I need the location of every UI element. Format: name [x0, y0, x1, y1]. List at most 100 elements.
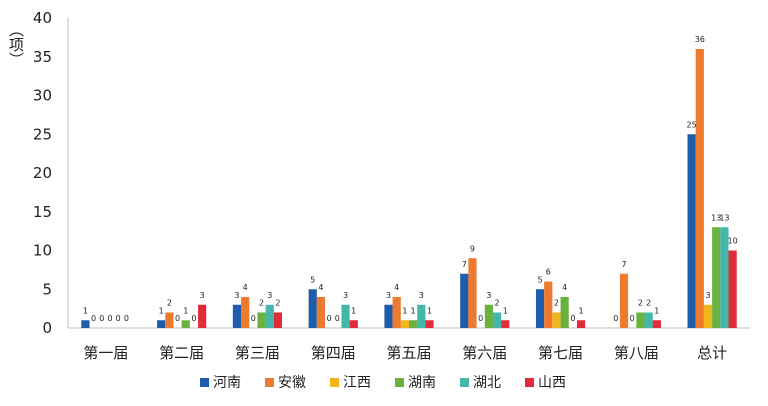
y-tick-label: 25 — [33, 125, 52, 143]
data-label: 36 — [695, 35, 705, 44]
data-label: 0 — [99, 314, 104, 323]
data-label: 3 — [343, 291, 348, 300]
bar — [257, 312, 266, 328]
data-label: 4 — [562, 283, 567, 292]
category-label: 第一届 — [83, 344, 128, 362]
bar — [400, 320, 409, 328]
bar — [316, 297, 326, 328]
bar — [695, 49, 704, 328]
category-label: 总计 — [697, 344, 727, 362]
data-label: 0 — [116, 314, 121, 323]
data-label: 1 — [654, 306, 659, 315]
bar — [273, 312, 283, 328]
bar — [81, 320, 90, 328]
y-tick-label: 5 — [42, 280, 52, 298]
data-label: 1 — [411, 306, 416, 315]
legend-swatch — [330, 378, 339, 387]
legend: 河南 安徽 江西 湖南 湖北 山西 — [200, 375, 566, 391]
y-tick-label: 40 — [33, 9, 52, 27]
legend-swatch — [395, 378, 404, 387]
category-label: 第三届 — [235, 344, 280, 362]
data-label: 3 — [234, 291, 239, 300]
data-label: 2 — [259, 299, 264, 308]
data-label: 4 — [318, 283, 323, 292]
data-label: 7 — [621, 260, 626, 269]
bar — [417, 304, 426, 328]
data-label: 1 — [579, 306, 584, 315]
data-label: 1 — [351, 306, 356, 315]
bars — [81, 49, 737, 328]
data-label: 0 — [613, 314, 618, 323]
data-label: 0 — [91, 314, 96, 323]
bar — [341, 304, 350, 328]
data-label: 1 — [159, 306, 164, 315]
legend-label: 湖南 — [408, 375, 436, 391]
data-label: 1 — [402, 306, 407, 315]
bar — [552, 312, 561, 328]
y-axis-title: （项） — [7, 22, 25, 67]
bar — [544, 281, 553, 328]
y-tick-label: 35 — [33, 48, 52, 66]
legend-label: 湖北 — [473, 375, 501, 391]
data-label: 3 — [419, 291, 424, 300]
y-axis-ticks: 0 5 10 15 20 25 30 35 40 — [33, 9, 52, 337]
y-tick-label: 30 — [33, 87, 52, 105]
category-label: 第五届 — [386, 344, 431, 362]
bar — [644, 312, 653, 328]
bar — [636, 312, 645, 328]
bar — [501, 320, 510, 328]
bar — [384, 304, 393, 328]
data-label: 2 — [646, 299, 651, 308]
data-label: 0 — [175, 314, 180, 323]
bar — [460, 273, 469, 328]
data-label: 3 — [267, 291, 272, 300]
data-label: 0 — [107, 314, 112, 323]
bar — [241, 297, 250, 328]
legend-swatch — [200, 378, 209, 387]
y-tick-label: 15 — [33, 203, 52, 221]
bar — [687, 134, 696, 328]
y-tick-label: 20 — [33, 164, 52, 182]
y-tick-label: 10 — [33, 242, 52, 260]
data-label: 0 — [124, 314, 129, 323]
legend-swatch — [460, 378, 469, 387]
bar — [492, 312, 502, 328]
legend-label: 安徽 — [278, 375, 306, 391]
bar — [198, 304, 207, 328]
data-label: 0 — [630, 314, 635, 323]
bar — [265, 304, 274, 328]
data-label: 1 — [503, 306, 508, 315]
category-label: 第二届 — [159, 344, 204, 362]
bar — [484, 304, 493, 328]
category-label: 第四届 — [311, 344, 356, 362]
data-label: 0 — [327, 314, 332, 323]
bar — [560, 297, 569, 328]
legend-item: 山西 — [525, 375, 566, 391]
data-label: 3 — [386, 291, 391, 300]
data-label: 13 — [711, 213, 721, 222]
legend-label: 山西 — [538, 375, 566, 391]
y-axis-label: （项） — [7, 22, 25, 67]
data-label: 0 — [570, 314, 575, 323]
bar — [720, 227, 729, 328]
data-label: 1 — [427, 306, 432, 315]
bar — [181, 320, 190, 328]
legend-swatch — [265, 378, 274, 387]
legend-label: 江西 — [343, 375, 371, 391]
bar — [349, 320, 358, 328]
data-label: 3 — [200, 291, 205, 300]
data-label: 0 — [191, 314, 196, 323]
legend-item: 安徽 — [265, 375, 306, 391]
bar — [619, 273, 629, 328]
data-label: 5 — [310, 275, 315, 284]
bar — [468, 258, 477, 328]
data-label: 13 — [719, 213, 729, 222]
data-label: 25 — [687, 120, 697, 129]
legend-swatch — [525, 378, 534, 387]
bar — [712, 227, 721, 328]
legend-item: 湖南 — [395, 375, 436, 391]
category-label: 第八届 — [614, 344, 659, 362]
data-label: 0 — [251, 314, 256, 323]
